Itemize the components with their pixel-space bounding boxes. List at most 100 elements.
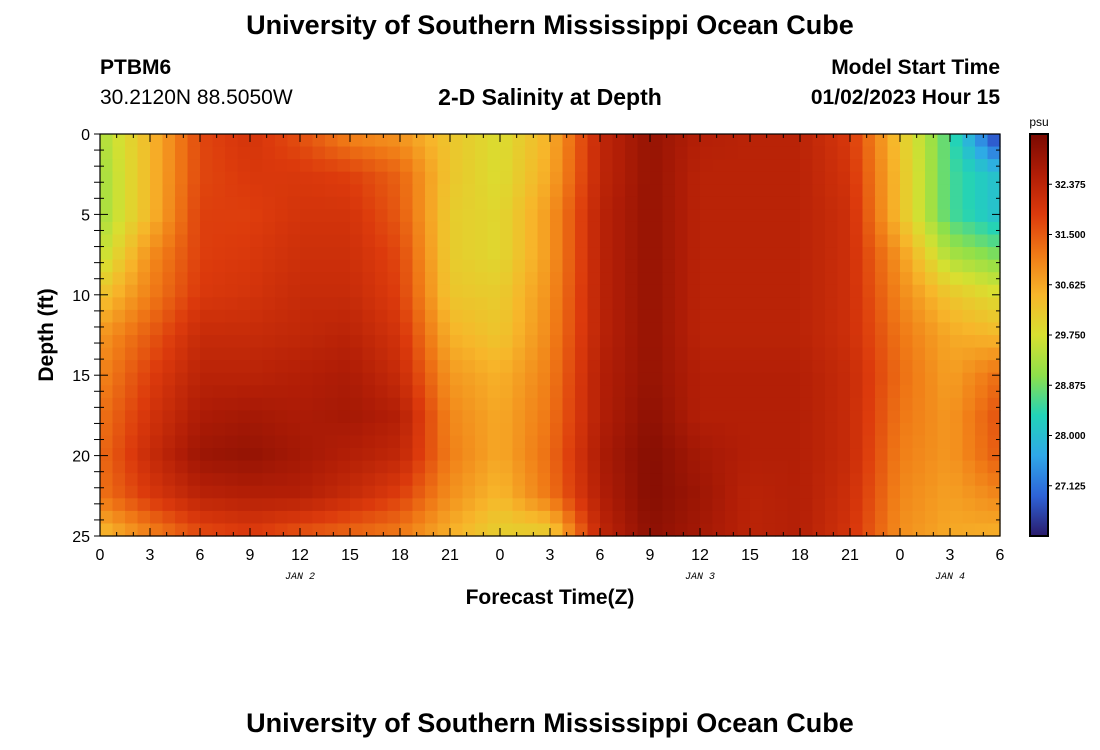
heatmap-cell xyxy=(575,196,589,210)
heatmap-cell xyxy=(225,410,239,424)
heatmap-cell xyxy=(575,247,589,261)
heatmap-cell xyxy=(387,335,401,349)
heatmap-cell xyxy=(375,259,389,273)
heatmap-cell xyxy=(950,184,964,198)
heatmap-cell xyxy=(475,196,489,210)
heatmap-cell xyxy=(375,410,389,424)
heatmap-cell xyxy=(750,146,764,160)
heatmap-cell xyxy=(625,473,639,487)
heatmap-cell xyxy=(987,397,1001,411)
heatmap-cell xyxy=(737,498,751,512)
heatmap-cell xyxy=(462,422,476,437)
heatmap-cell xyxy=(300,272,314,286)
heatmap-cell xyxy=(762,171,776,185)
heatmap-cell xyxy=(687,284,701,298)
heatmap-cell xyxy=(200,523,214,537)
heatmap-cell xyxy=(312,309,326,324)
heatmap-cell xyxy=(925,297,939,311)
heatmap-cell xyxy=(737,221,751,236)
heatmap-cell xyxy=(575,297,589,311)
heatmap-cell xyxy=(337,498,351,512)
heatmap-cell xyxy=(737,209,751,223)
heatmap-cell xyxy=(500,221,514,236)
heatmap-cell xyxy=(737,335,751,349)
heatmap-cell xyxy=(950,209,964,223)
heatmap-cell xyxy=(150,322,164,336)
heatmap-cell xyxy=(525,221,539,236)
heatmap-cell xyxy=(762,234,776,248)
heatmap-cell xyxy=(400,159,414,173)
heatmap-cell xyxy=(587,284,601,298)
heatmap-cell xyxy=(175,297,189,311)
heatmap-cell xyxy=(650,259,664,273)
heatmap-cell xyxy=(700,284,714,298)
heatmap-cell xyxy=(850,171,864,185)
heatmap-cell xyxy=(987,372,1001,386)
heatmap-cell xyxy=(425,159,439,173)
heatmap-cell xyxy=(837,372,851,386)
heatmap-cell xyxy=(800,221,814,236)
heatmap-cell xyxy=(212,335,226,349)
heatmap-cell xyxy=(587,322,601,336)
heatmap-cell xyxy=(862,297,876,311)
heatmap-cell xyxy=(200,309,214,324)
heatmap-cell xyxy=(637,422,651,437)
heatmap-cell xyxy=(825,335,839,349)
heatmap-cell xyxy=(975,159,989,173)
heatmap-cell xyxy=(475,134,489,148)
heatmap-cell xyxy=(700,523,714,537)
heatmap-cell xyxy=(850,347,864,361)
heatmap-cell xyxy=(737,297,751,311)
heatmap-cell xyxy=(375,247,389,261)
heatmap-cell xyxy=(362,422,376,437)
heatmap-cell xyxy=(350,159,364,173)
heatmap-cell xyxy=(200,297,214,311)
heatmap-cell xyxy=(150,372,164,386)
y-tick-label: 5 xyxy=(81,207,90,224)
heatmap-cell xyxy=(112,435,126,449)
heatmap-cell xyxy=(537,272,551,286)
heatmap-cell xyxy=(712,372,726,386)
heatmap-cell xyxy=(512,498,526,512)
heatmap-cell xyxy=(487,485,501,499)
heatmap-cell xyxy=(787,435,801,449)
heatmap-cell xyxy=(700,297,714,311)
heatmap-cell xyxy=(537,284,551,298)
heatmap-cell xyxy=(637,385,651,399)
heatmap-cell xyxy=(675,372,689,386)
heatmap-cell xyxy=(587,498,601,512)
heatmap-cell xyxy=(900,184,914,198)
heatmap-cell xyxy=(337,460,351,474)
heatmap-cell xyxy=(687,159,701,173)
heatmap-cell xyxy=(275,209,289,223)
heatmap-cell xyxy=(850,134,864,148)
heatmap-cell xyxy=(400,422,414,437)
heatmap-cell xyxy=(612,247,626,261)
heatmap-cell xyxy=(975,284,989,298)
heatmap-cell xyxy=(937,360,951,374)
heatmap-cell xyxy=(537,372,551,386)
heatmap-cell xyxy=(825,134,839,148)
heatmap-cell xyxy=(475,284,489,298)
heatmap-cell xyxy=(525,410,539,424)
heatmap-cell xyxy=(775,234,789,248)
heatmap-cell xyxy=(100,523,114,537)
heatmap-cell xyxy=(962,435,976,449)
heatmap-cell xyxy=(100,234,114,248)
heatmap-cell xyxy=(250,485,264,499)
heatmap-cell xyxy=(187,297,201,311)
heatmap-cell xyxy=(675,448,689,462)
heatmap-cell xyxy=(337,435,351,449)
heatmap-cell xyxy=(987,448,1001,462)
heatmap-cell xyxy=(262,485,276,499)
heatmap-cell xyxy=(475,259,489,273)
heatmap-cell xyxy=(887,221,901,236)
heatmap-cell xyxy=(450,221,464,236)
heatmap-cell xyxy=(312,510,326,525)
heatmap-cell xyxy=(200,247,214,261)
heatmap-cell xyxy=(250,372,264,386)
heatmap-cell xyxy=(525,485,539,499)
heatmap-cell xyxy=(462,159,476,173)
heatmap-cell xyxy=(662,234,676,248)
heatmap-cell xyxy=(437,297,451,311)
